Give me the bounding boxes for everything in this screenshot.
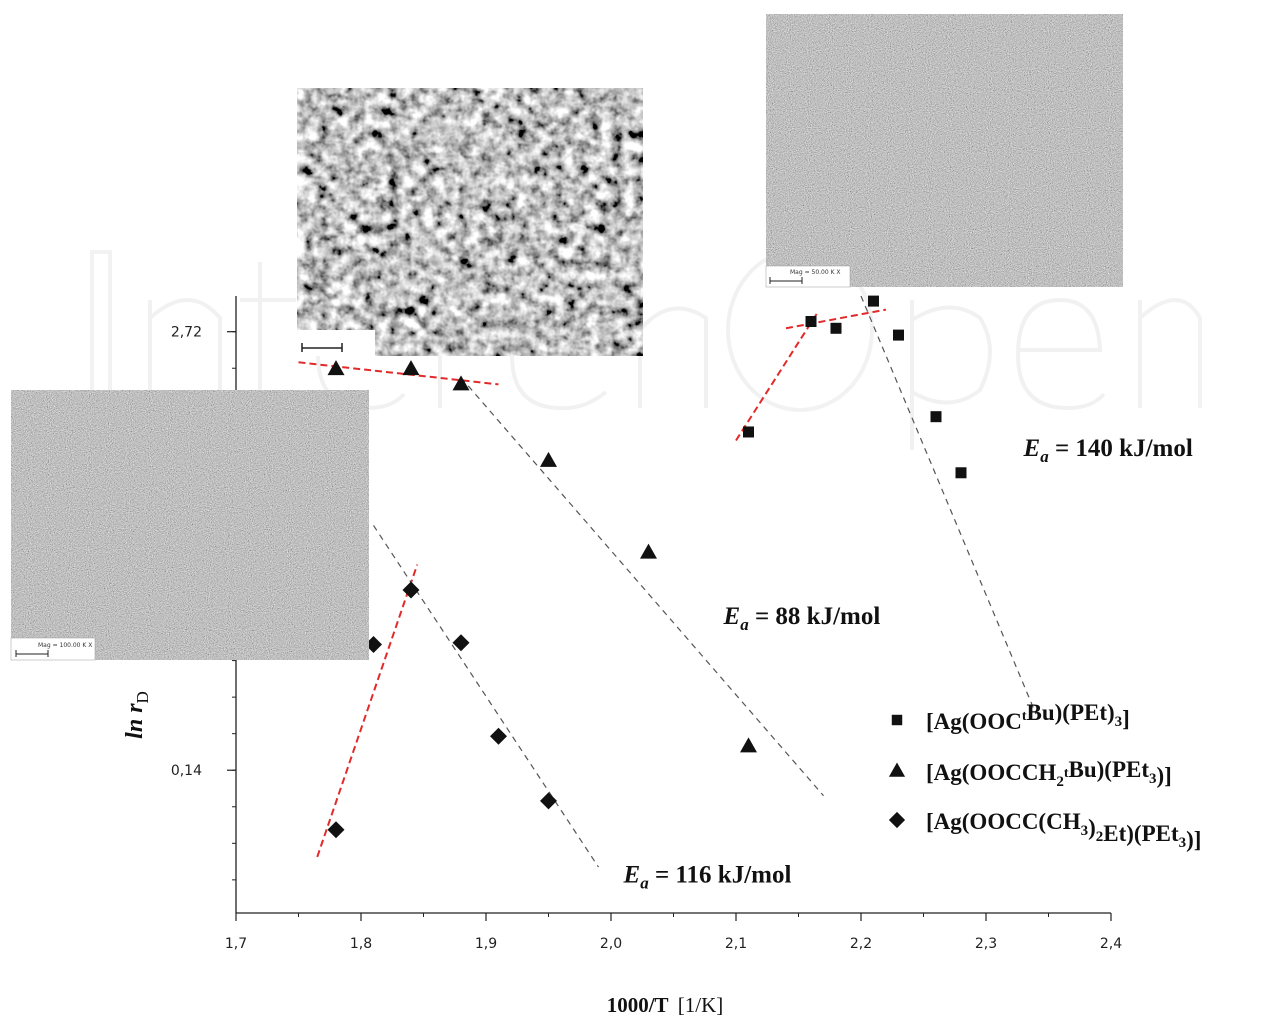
scale-text: Mag = 100.00 K X	[38, 642, 92, 649]
black-fit-line	[460, 377, 824, 797]
red-fit-line	[298, 361, 499, 386]
data-points	[327, 295, 967, 839]
square-data-point	[930, 411, 942, 423]
black-fit-line	[372, 525, 600, 868]
diamond-data-point	[452, 634, 470, 652]
y-axis-title: ln rD	[122, 691, 152, 739]
red-fit-line	[785, 308, 887, 330]
square-data-point	[868, 295, 879, 307]
activation-energy-labels: Ea = 140 kJ/mol Ea = 88 kJ/mol Ea = 116 kJ…	[623, 435, 1193, 893]
x-tick-label: 1,7	[225, 936, 247, 952]
x-tick-label: 2,1	[725, 936, 747, 952]
y-tick-label: 0,14	[171, 763, 202, 779]
x-tick-label: 2,3	[975, 936, 997, 952]
x-tick-label: 2,4	[1100, 936, 1122, 952]
sem-inset-fine-top-right: Mag = 50.00 K X	[765, 14, 1123, 288]
triangle-data-point	[452, 375, 470, 391]
activation-energy-label: Ea = 88 kJ/mol	[723, 603, 881, 634]
legend: [Ag(OOCtBu)(PEt)3] [Ag(OOCCH2tBu)(PEt3)] […	[888, 700, 1201, 852]
x-tick-label: 2,0	[600, 936, 622, 952]
activation-energy-label: Ea = 140 kJ/mol	[1023, 435, 1193, 466]
square-data-point	[893, 329, 904, 341]
triangle-data-point	[327, 360, 345, 376]
black-fit-line	[860, 295, 1037, 715]
axes: 1,7 1,8 1,9 2,0 2,1 2,2 2,3 2,4 0,14 2,72	[171, 296, 1122, 952]
diamond-data-point	[490, 727, 507, 745]
diamond-data-point	[365, 635, 382, 653]
legend-square-marker	[891, 714, 903, 726]
x-tick-label: 2,2	[850, 936, 872, 952]
activation-energy-label: Ea = 116 kJ/mol	[623, 861, 792, 892]
legend-label: [Ag(OOCC(CH3)2Et)(PEt3)]	[926, 809, 1201, 852]
diamond-data-point	[402, 581, 420, 599]
x-tick-label: 1,8	[350, 936, 372, 952]
legend-label: [Ag(OOCCH2tBu)(PEt3)]	[926, 757, 1172, 790]
red-fit-line	[735, 312, 819, 442]
sem-inset-coarse	[297, 88, 643, 356]
triangle-data-point	[540, 451, 557, 467]
scale-bar	[301, 343, 343, 352]
square-data-point	[830, 322, 842, 334]
scale-text: Mag = 50.00 K X	[790, 269, 841, 276]
triangle-data-point	[640, 543, 657, 559]
square-data-point	[805, 315, 817, 327]
legend-diamond-marker	[888, 811, 906, 829]
diamond-data-point	[540, 792, 557, 810]
sem-inset-fine-left: Mag = 100.00 K X	[10, 390, 369, 661]
diamond-data-point	[327, 821, 345, 839]
red-fit-line	[316, 564, 419, 858]
square-data-point	[743, 426, 754, 438]
triangle-data-point	[402, 360, 420, 376]
triangle-data-point	[740, 737, 757, 753]
square-data-point	[955, 467, 967, 479]
legend-triangle-marker	[888, 762, 906, 777]
x-axis-title: 1000/T [1/K]	[607, 993, 724, 1017]
x-tick-label: 1,9	[475, 936, 497, 952]
scale-bar	[769, 277, 803, 284]
scale-bar	[15, 650, 49, 657]
y-tick-label: 2,72	[171, 325, 202, 341]
legend-label: [Ag(OOCtBu)(PEt)3]	[926, 700, 1130, 734]
